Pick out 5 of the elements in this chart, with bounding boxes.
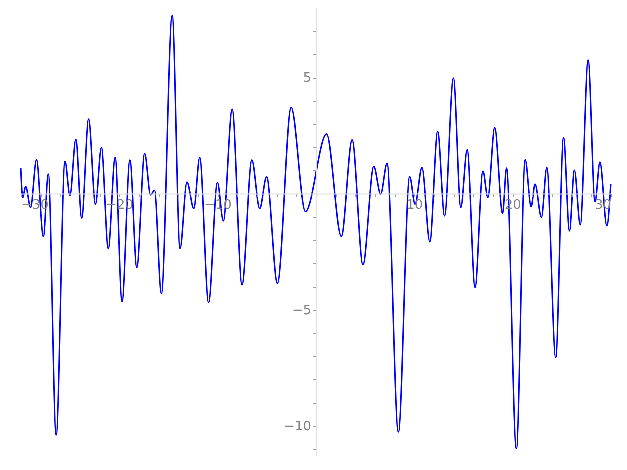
- y-tick-label: −5: [292, 303, 312, 318]
- line-series: [20, 15, 612, 450]
- x-tick-label: 10: [406, 198, 424, 214]
- y-tick-label: −10: [284, 419, 312, 434]
- y-tick-label: 5: [303, 71, 312, 86]
